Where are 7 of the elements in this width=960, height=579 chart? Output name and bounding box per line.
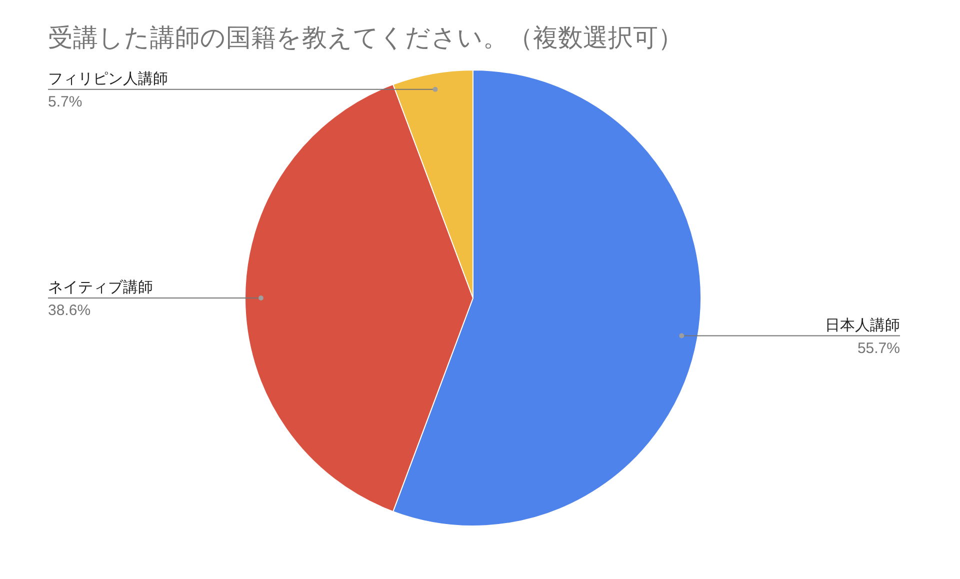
slice-label: 日本人講師 bbox=[825, 316, 900, 334]
chart-title: 受講した講師の国籍を教えてください。（複数選択可） bbox=[48, 24, 683, 52]
data-label: 55.7% bbox=[857, 340, 900, 357]
slice-label: ネイティブ講師 bbox=[48, 279, 153, 296]
data-label: 5.7% bbox=[48, 93, 82, 110]
slice-label: フィリピン人講師 bbox=[48, 70, 168, 88]
data-label: 38.6% bbox=[48, 302, 91, 319]
